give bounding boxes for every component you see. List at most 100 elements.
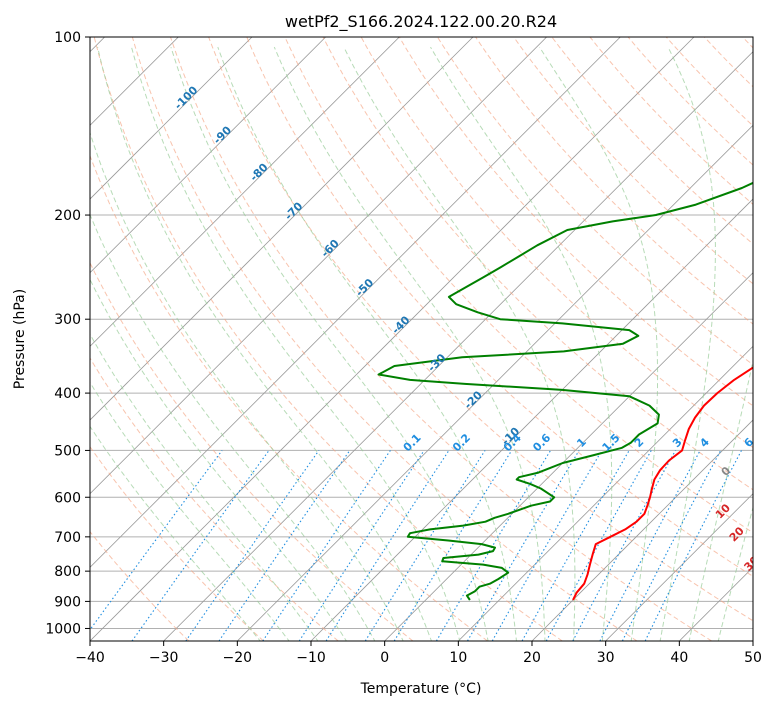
moist-adiabat-line: [131, 46, 461, 641]
isotherm-line: [90, 37, 695, 641]
moist-adiabat-line: [539, 46, 659, 641]
x-tick-label: 50: [744, 650, 762, 666]
x-tick-label: −10: [296, 650, 326, 666]
mixing-ratio-line: [131, 450, 270, 641]
mixing-ratio-label: 8: [767, 435, 775, 450]
moist-adiabat-line: [90, 131, 404, 641]
plot-frame: [89, 36, 754, 642]
isotherm-label: -100: [172, 83, 201, 112]
mixing-ratio-line: [325, 450, 450, 641]
x-tick-label: 40: [670, 650, 688, 666]
isotherm-line: [752, 640, 753, 641]
dry-adiabat-line: [665, 37, 753, 127]
isotherm-label: -20: [462, 388, 485, 411]
dry-adiabat-line: [513, 37, 753, 285]
moist-adiabat-line: [97, 46, 433, 641]
y-tick-label: 600: [54, 490, 81, 506]
background-lines: [90, 37, 753, 641]
isotherm-label: -50: [353, 276, 376, 299]
dry-adiabat-line: [322, 37, 753, 491]
mixing-ratio-label: 4: [697, 435, 712, 450]
isotherm-label: -40: [389, 313, 412, 336]
dry-adiabat-line: [90, 154, 488, 641]
isotherm-line: [237, 124, 753, 641]
mixing-ratio-label: 2: [632, 435, 647, 450]
axes: −40 −30 −20 −10 0 10 20 30 40 5010020030040050060…: [45, 30, 762, 666]
y-axis-label: Pressure (hPa): [12, 289, 28, 389]
dry-adiabat-line: [742, 37, 753, 49]
mixing-ratio-line: [545, 450, 652, 641]
mixing-ratio-line: [572, 450, 676, 641]
dry-adiabat-line: [589, 37, 753, 205]
chart-title: wetPf2_S166.2024.122.00.20.R24: [285, 12, 557, 32]
dry-adiabat-line: [703, 37, 753, 88]
sounding-profiles: [377, 181, 753, 601]
isotherm-line: [90, 37, 547, 495]
moist-adiabat-label: 10: [713, 501, 733, 521]
isotherm-line: [90, 37, 621, 568]
x-tick-label: 30: [597, 650, 615, 666]
moist-adiabat-line: [430, 46, 613, 641]
x-axis-label: Temperature (°C): [360, 681, 482, 697]
y-tick-label: 800: [54, 564, 81, 580]
dry-adiabat-line: [398, 37, 753, 407]
mixing-ratio-line: [521, 450, 630, 641]
isotherm-label: -30: [425, 351, 448, 374]
dewpoint-profile-line: [377, 181, 753, 601]
x-tick-label: −30: [149, 650, 179, 666]
y-tick-label: 400: [54, 386, 81, 402]
moist-adiabat-line: [90, 213, 376, 641]
mixing-ratio-line: [90, 450, 223, 631]
mixing-ratio-line: [393, 450, 513, 641]
isotherm-line: [310, 198, 753, 641]
isotherm-line: [90, 37, 326, 274]
moist-adiabat-label: 40: [759, 580, 775, 600]
moist-adiabat-line: [659, 46, 716, 641]
mixing-ratio-line: [599, 450, 701, 641]
y-tick-label: 700: [54, 530, 81, 546]
moist-adiabat-line: [688, 358, 753, 641]
y-tick-label: 100: [54, 30, 81, 46]
isotherm-label: -70: [282, 199, 305, 222]
dry-adiabat-line: [551, 37, 753, 245]
dry-adiabat-line: [93, 37, 563, 641]
isotherm-line: [163, 51, 753, 641]
dry-adiabat-line: [90, 261, 414, 641]
y-tick-label: 900: [54, 594, 81, 610]
isotherm-line: [90, 37, 400, 347]
dry-adiabat-line: [208, 37, 753, 622]
moist-adiabat-line: [170, 46, 489, 641]
x-tick-label: 20: [523, 650, 541, 666]
moist-adiabat-line: [90, 333, 319, 641]
mixing-ratio-line: [298, 450, 425, 641]
mixing-ratio-line: [621, 450, 722, 641]
isotherm-line: [90, 37, 474, 421]
inline-line-labels: -100-90-80-70-60-50-40-30-20-100.1 0.2 0.4…: [172, 83, 775, 600]
x-tick-label: −40: [75, 650, 105, 666]
isotherm-line: [384, 272, 753, 641]
moist-adiabat-line: [343, 46, 576, 641]
dry-adiabat-line: [436, 37, 753, 366]
isotherm-label: -80: [247, 160, 270, 183]
x-tick-label: 10: [449, 650, 467, 666]
isotherm-line: [605, 493, 753, 641]
isotherm-line: [679, 566, 753, 641]
dry-adiabat-line: [90, 357, 339, 641]
isotherm-line: [90, 37, 253, 200]
mixing-ratio-line: [435, 450, 552, 641]
dry-adiabat-line: [475, 37, 753, 325]
isotherm-line: [458, 345, 753, 641]
mixing-ratio-label: 6: [742, 435, 757, 450]
moist-adiabat-line: [273, 46, 546, 641]
y-tick-label: 200: [54, 208, 81, 224]
dry-adiabat-line: [360, 37, 753, 449]
dry-adiabat-line: [170, 37, 712, 641]
temperature-profile-line: [572, 366, 753, 601]
mixing-ratio-line: [644, 450, 742, 641]
dry-adiabat-line: [284, 37, 753, 534]
moist-adiabat-label: 0: [719, 464, 734, 479]
y-tick-label: 300: [54, 312, 81, 328]
moist-adiabat-line: [217, 46, 517, 641]
mixing-ratio-line: [185, 450, 320, 641]
